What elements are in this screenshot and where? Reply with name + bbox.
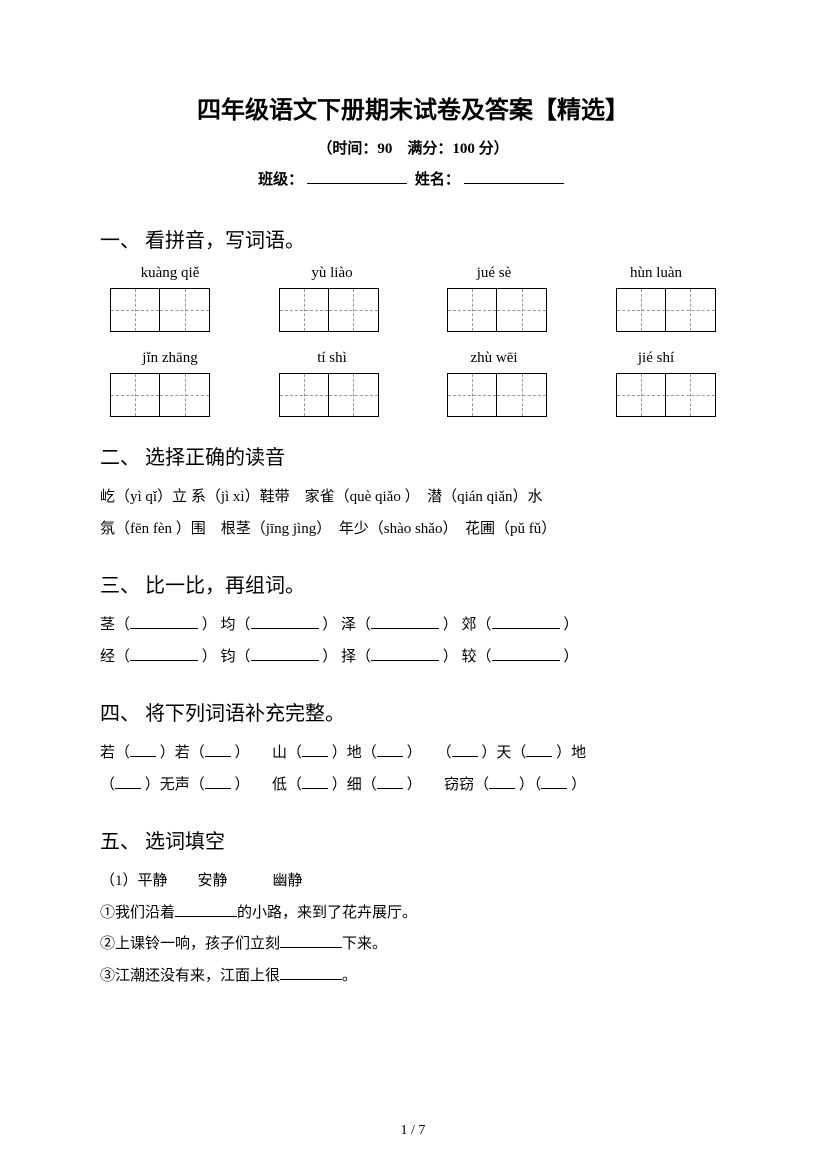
fill-blank[interactable] — [130, 647, 198, 661]
section-3-row-1: 茎（ ） 均（ ） 泽（ ） 郊（ ） — [100, 610, 726, 642]
fill-blank[interactable] — [130, 615, 198, 629]
class-label: 班级： — [258, 172, 303, 188]
section-4-line-2: （ ）无声（ ） 低（ ）细（ ） 窃窃（ ）（ ） — [100, 770, 726, 802]
section-2: 二、 选择正确的读音 屹（yì qǐ）立 系（jì xì）鞋带 家雀（què q… — [100, 441, 726, 545]
section-4: 四、 将下列词语补充完整。 若（ ）若（ ） 山（ ）地（ ） （ ）天（ ）地… — [100, 697, 726, 801]
fill-blank[interactable] — [302, 775, 328, 789]
fill-blank[interactable] — [302, 743, 328, 757]
section-3: 三、 比一比，再组词。 茎（ ） 均（ ） 泽（ ） 郊（ ） 经（ ） 钧（ … — [100, 569, 726, 673]
pinyin-row-2: jǐn zhāng tí shì zhù wēi jié shí — [100, 350, 726, 367]
fill-blank[interactable] — [205, 775, 231, 789]
char-boxes-row-2 — [100, 373, 726, 417]
fill-blank[interactable] — [377, 743, 403, 757]
fill-blank[interactable] — [280, 966, 342, 980]
pinyin-row-1: kuàng qiě yù liào jué sè hùn luàn — [100, 265, 726, 282]
char-box-pair[interactable] — [110, 373, 210, 417]
pinyin-label: zhù wēi — [434, 350, 554, 367]
section-5-item-1: ①我们沿着的小路，来到了花卉展厅。 — [100, 898, 726, 930]
char-boxes-row-1 — [100, 288, 726, 332]
fill-blank[interactable] — [175, 903, 237, 917]
section-2-line-1: 屹（yì qǐ）立 系（jì xì）鞋带 家雀（què qiǎo ） 潜（qiá… — [100, 482, 726, 514]
name-blank[interactable] — [464, 183, 564, 184]
fill-blank[interactable] — [371, 647, 439, 661]
fill-blank[interactable] — [541, 775, 567, 789]
char-box-pair[interactable] — [616, 288, 716, 332]
char-box-pair[interactable] — [279, 373, 379, 417]
char-box-pair[interactable] — [447, 288, 547, 332]
pinyin-label: yù liào — [272, 265, 392, 282]
section-3-heading: 三、 比一比，再组词。 — [100, 569, 726, 598]
char-box-pair[interactable] — [616, 373, 716, 417]
section-4-line-1: 若（ ）若（ ） 山（ ）地（ ） （ ）天（ ）地 — [100, 738, 726, 770]
fill-blank[interactable] — [251, 647, 319, 661]
section-4-heading: 四、 将下列词语补充完整。 — [100, 697, 726, 726]
section-5-heading: 五、 选词填空 — [100, 825, 726, 854]
fill-blank[interactable] — [115, 775, 141, 789]
char-box-pair[interactable] — [110, 288, 210, 332]
name-label: 姓名： — [415, 172, 460, 188]
section-2-line-2: 氛（fēn fèn ）围 根茎（jīng jìng） 年少（shào shǎo）… — [100, 514, 726, 546]
pinyin-label: jié shí — [596, 350, 716, 367]
pinyin-label: tí shì — [272, 350, 392, 367]
char-box-pair[interactable] — [447, 373, 547, 417]
pinyin-label: hùn luàn — [596, 265, 716, 282]
section-2-heading: 二、 选择正确的读音 — [100, 441, 726, 470]
fill-blank[interactable] — [130, 743, 156, 757]
document-subtitle: （时间：90 满分：100 分） — [100, 137, 726, 158]
student-info-line: 班级： 姓名： — [100, 168, 726, 189]
section-5-options: （1）平静 安静 幽静 — [100, 866, 726, 898]
fill-blank[interactable] — [371, 615, 439, 629]
fill-blank[interactable] — [526, 743, 552, 757]
section-1-heading: 一、 看拼音，写词语。 — [100, 224, 726, 253]
section-5-item-2: ②上课铃一响，孩子们立刻下来。 — [100, 929, 726, 961]
fill-blank[interactable] — [452, 743, 478, 757]
class-blank[interactable] — [307, 183, 407, 184]
page-number: 1 / 7 — [0, 1123, 826, 1139]
fill-blank[interactable] — [377, 775, 403, 789]
fill-blank[interactable] — [489, 775, 515, 789]
section-5-item-3: ③江潮还没有来，江面上很。 — [100, 961, 726, 993]
fill-blank[interactable] — [492, 615, 560, 629]
pinyin-label: kuàng qiě — [110, 265, 230, 282]
char-box-pair[interactable] — [279, 288, 379, 332]
fill-blank[interactable] — [492, 647, 560, 661]
fill-blank[interactable] — [280, 934, 342, 948]
fill-blank[interactable] — [205, 743, 231, 757]
pinyin-label: jué sè — [434, 265, 554, 282]
section-1: 一、 看拼音，写词语。 kuàng qiě yù liào jué sè hùn… — [100, 224, 726, 417]
document-title: 四年级语文下册期末试卷及答案【精选】 — [100, 90, 726, 125]
section-5: 五、 选词填空 （1）平静 安静 幽静 ①我们沿着的小路，来到了花卉展厅。 ②上… — [100, 825, 726, 992]
section-3-row-2: 经（ ） 钧（ ） 择（ ） 较（ ） — [100, 642, 726, 674]
fill-blank[interactable] — [251, 615, 319, 629]
pinyin-label: jǐn zhāng — [110, 350, 230, 367]
